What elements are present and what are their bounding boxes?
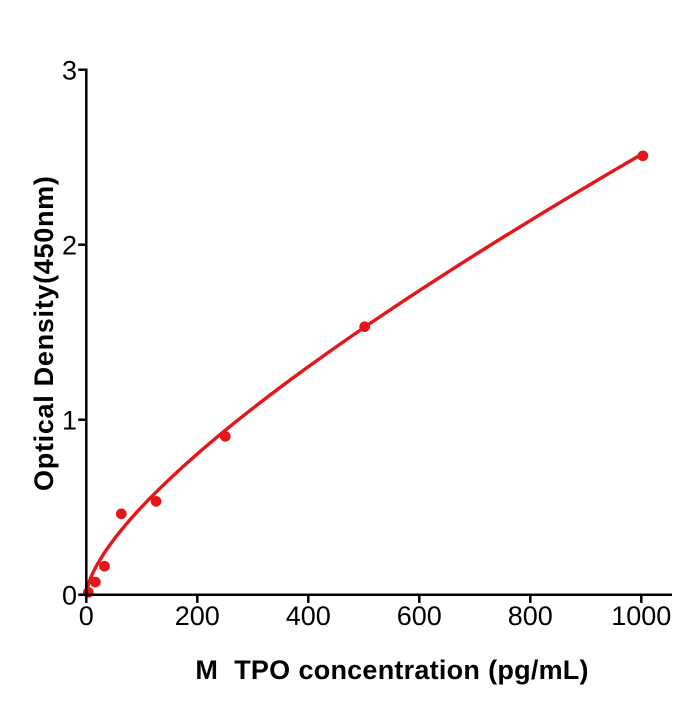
svg-text:1000: 1000 [611, 601, 671, 631]
svg-text:200: 200 [175, 601, 220, 631]
svg-text:Optical Density(450nm): Optical Density(450nm) [29, 175, 59, 491]
svg-text:800: 800 [508, 601, 553, 631]
svg-text:M TPO concentration (pg/mL): M TPO concentration (pg/mL) [195, 655, 588, 685]
svg-text:0: 0 [79, 601, 94, 631]
svg-text:400: 400 [286, 601, 331, 631]
svg-text:2: 2 [62, 231, 77, 261]
svg-text:3: 3 [62, 56, 77, 86]
svg-text:600: 600 [397, 601, 442, 631]
svg-text:1: 1 [62, 406, 77, 436]
svg-text:0: 0 [62, 581, 77, 611]
